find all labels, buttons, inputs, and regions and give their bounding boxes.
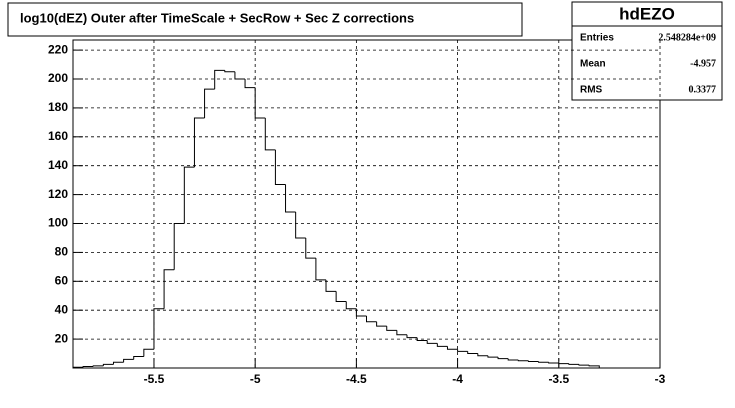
y-tick-label: 80 — [55, 245, 69, 259]
histogram-bin — [92, 365, 104, 367]
histogram-bin — [355, 308, 367, 317]
histogram-bin — [264, 118, 276, 151]
histogram-bin — [234, 71, 246, 80]
histogram-bin — [163, 269, 175, 309]
y-tick-label: 60 — [55, 273, 69, 287]
histogram-bin — [112, 361, 124, 365]
stats-title: hdEZO — [619, 4, 675, 23]
x-tick-label: -3 — [655, 372, 666, 386]
histogram-bin — [548, 362, 559, 364]
histogram-bin — [183, 166, 195, 224]
histogram-bin — [315, 258, 327, 281]
stats-label: Mean — [580, 59, 606, 70]
histogram-bin — [507, 358, 519, 361]
histogram-bin — [204, 88, 215, 119]
histogram-bin — [416, 337, 428, 342]
histogram-bin — [426, 340, 438, 344]
y-tick-label: 160 — [48, 129, 68, 143]
histogram-bin — [325, 279, 337, 292]
histogram-bin — [396, 330, 407, 336]
x-tick-label: -4.5 — [346, 372, 367, 386]
histogram-bin — [285, 184, 296, 213]
histogram-bin — [143, 348, 154, 357]
y-tick-label: 220 — [48, 42, 68, 56]
y-tick-label: 120 — [48, 187, 68, 201]
histogram-bin — [254, 87, 266, 119]
histogram-bin — [527, 360, 539, 362]
x-tick-label: -4 — [452, 372, 463, 386]
histogram-bin — [578, 364, 590, 366]
stats-value: 0.3377 — [689, 84, 717, 95]
y-tick-label: 140 — [48, 158, 68, 172]
y-tick-label: 100 — [48, 216, 68, 230]
histogram-bin — [568, 363, 580, 365]
stats-value: -4.957 — [690, 58, 716, 69]
histogram-bin — [538, 361, 549, 363]
histogram-bin — [123, 358, 134, 363]
histogram-bin — [72, 366, 84, 368]
histogram-bin — [214, 69, 225, 90]
histogram-bin — [487, 355, 499, 358]
stats-label: Entries — [580, 33, 614, 44]
histogram-bin — [173, 223, 185, 270]
histogram-bin — [386, 326, 397, 331]
histogram-bin — [376, 321, 387, 327]
histogram-bin — [193, 117, 205, 168]
histogram-bin — [517, 360, 529, 362]
histogram-bin — [244, 79, 256, 89]
histogram-bin — [133, 355, 144, 360]
x-tick-label: -5.5 — [144, 372, 165, 386]
histogram-bin — [446, 346, 458, 350]
stats-label: RMS — [580, 85, 603, 96]
histogram-bin — [102, 363, 114, 366]
stats-value: 2.548284e+09 — [658, 32, 716, 43]
histogram-bin — [558, 362, 569, 365]
histogram-bin — [224, 70, 235, 73]
title-box — [7, 2, 523, 37]
histogram-bin — [477, 353, 488, 357]
x-tick-label: -5 — [250, 372, 261, 386]
histogram-bin — [497, 357, 509, 360]
histogram-bin — [436, 343, 448, 347]
histogram-bin — [406, 334, 418, 339]
y-tick-label: 40 — [55, 302, 69, 316]
x-tick-label: -3.5 — [548, 372, 569, 386]
chart-title: log10(dEZ) Outer after TimeScale + SecRo… — [20, 10, 414, 25]
histogram-bin — [274, 149, 286, 185]
histogram-bin — [457, 349, 468, 352]
y-tick-label: 180 — [48, 100, 68, 114]
histogram-bin — [295, 211, 306, 239]
y-tick-label: 200 — [48, 71, 68, 85]
histogram-bin — [345, 301, 357, 310]
histogram-bin — [588, 365, 600, 368]
stats-box — [571, 1, 723, 101]
y-tick-label: 20 — [55, 331, 69, 345]
histogram-bin — [366, 315, 377, 323]
histogram-bin — [335, 291, 347, 303]
histogram-bin — [153, 308, 165, 350]
histogram-bin — [82, 366, 94, 368]
histogram-bin — [305, 237, 316, 259]
histogram-bin — [467, 351, 478, 355]
